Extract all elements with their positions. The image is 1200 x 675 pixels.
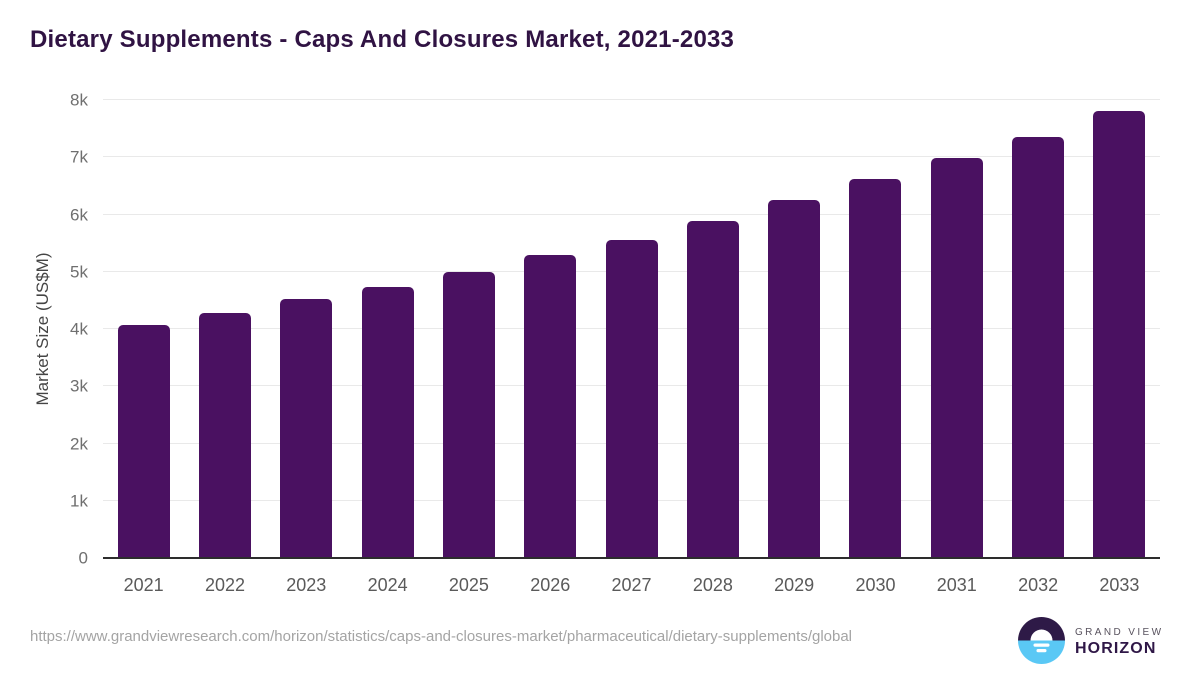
bar-slot [266,100,347,558]
bar-slot [916,100,997,558]
x-tick-label: 2025 [448,575,489,595]
bar[interactable] [1012,136,1065,558]
bar-slot [103,100,184,558]
y-tick-label: 0 [78,548,88,568]
y-tick-label: 7k [70,147,88,167]
grand-view-horizon-logo: GRAND VIEW HORIZON [1018,617,1163,669]
gridline [103,156,1160,158]
chart-title: Dietary Supplements - Caps And Closures … [30,26,735,53]
y-tick-label: 1k [70,491,88,511]
x-tick-label: 2028 [692,575,733,595]
x-tick-label: 2029 [774,575,815,595]
x-tick-label: 2031 [936,575,977,595]
gridline [103,213,1160,215]
logo-brand-top: GRAND VIEW [1075,627,1164,639]
bar[interactable] [280,299,333,558]
bars-row [103,100,1160,558]
y-tick-label: 2k [70,434,88,453]
bar[interactable] [768,200,821,558]
bar[interactable] [361,286,414,558]
y-tick-label: 4k [70,319,88,339]
logo-text: GRAND VIEW HORIZON [1075,627,1163,658]
bar-slot [997,100,1078,558]
y-axis-ticks: 0 1k 2k 3k 4k 5k 6k 7k 8k [26,92,88,567]
x-tick-label: 2024 [367,575,408,595]
x-tick-label: 2030 [855,575,896,595]
source-url: https://www.grandviewresearch.com/horizo… [30,628,853,645]
x-tick-label: 2023 [286,575,327,595]
bar[interactable] [849,179,902,558]
bar-slot [347,100,428,558]
bar[interactable] [117,325,170,558]
x-tick-label: 2026 [530,575,571,595]
x-tick-label: 2022 [204,575,245,595]
x-tick-label: 2032 [1018,575,1059,595]
bar[interactable] [442,271,495,558]
x-axis-line [103,557,1160,559]
horizon-sun-icon [1018,617,1065,669]
bar-slot [754,100,835,558]
x-tick-label: 2027 [611,575,652,595]
bar[interactable] [524,255,577,558]
bar-slot [835,100,916,558]
bar[interactable] [686,220,739,558]
bar[interactable] [1093,110,1146,558]
bar[interactable] [605,239,658,558]
bar-slot [428,100,509,558]
x-axis-labels: 2021 2022 2023 2024 2025 2026 2027 2028 2029 2030… [103,567,1160,596]
x-tick-label: 2021 [123,575,164,595]
bar-slot [672,100,753,558]
bar[interactable] [198,312,251,558]
x-tick-label: 2033 [1099,575,1140,595]
y-tick-label: 3k [70,376,88,396]
bar-slot [510,100,591,558]
gridline [103,99,1160,100]
bar-slot [591,100,672,558]
bar-slot [184,100,265,558]
y-tick-label: 8k [70,90,88,110]
y-tick-label: 6k [70,205,88,224]
bar-slot [1079,100,1160,558]
y-tick-label: 5k [70,262,88,282]
bar[interactable] [930,157,983,558]
logo-brand-bottom: HORIZON [1075,640,1157,658]
